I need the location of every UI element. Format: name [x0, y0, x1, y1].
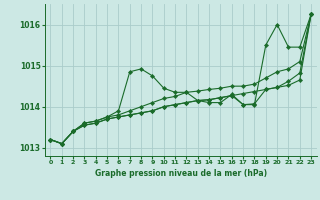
X-axis label: Graphe pression niveau de la mer (hPa): Graphe pression niveau de la mer (hPa) [95, 169, 267, 178]
